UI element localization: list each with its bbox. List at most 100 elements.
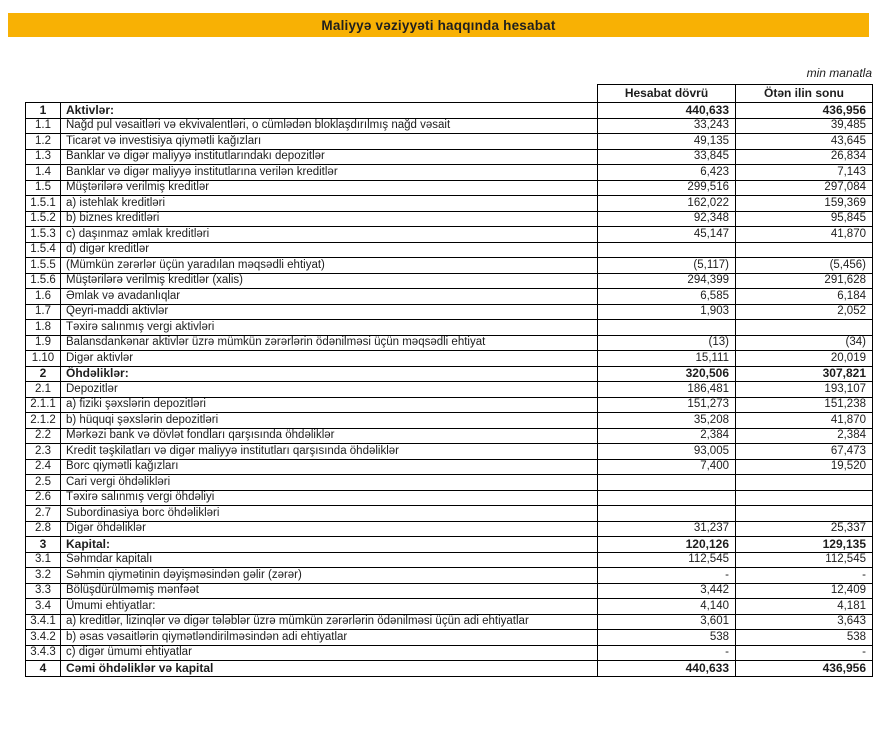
value-previous: 20,019: [735, 350, 873, 367]
value-previous: [735, 505, 873, 522]
value-previous: 3,643: [735, 613, 873, 630]
row-number: 1.5.1: [25, 195, 61, 212]
value-current: 2,384: [597, 427, 736, 444]
row-number: 2.1: [25, 381, 61, 398]
row-number: 3.4.3: [25, 644, 61, 661]
table-row: 2.5 Cari vergi öhdəlikləri: [25, 474, 873, 491]
row-number: 1.8: [25, 319, 61, 336]
row-number: 2: [25, 365, 61, 382]
value-previous: [735, 241, 873, 258]
value-previous: 129,135: [735, 536, 873, 553]
row-label: Bölüşdürülməmiş mənfəət: [60, 582, 598, 599]
table-row: 1.5.4 d) digər kreditlər: [25, 241, 873, 258]
value-current: 3,442: [597, 582, 736, 599]
table-body: 1 Aktivlər: 440,633 436,956 1.1 Nağd pul vəsa…: [25, 102, 873, 677]
table-row: 2.1.1 a) fiziki şəxslərin depozitləri 151,…: [25, 396, 873, 413]
row-label: d) digər kreditlər: [60, 241, 598, 258]
table-row: 3.4.2 b) əsas vəsaitlərin qiymətləndirilm…: [25, 629, 873, 646]
table-row: 1.2 Ticarət və investisiya qiymətli kağız…: [25, 133, 873, 150]
row-label: Digər aktivlər: [60, 350, 598, 367]
row-number: 3.4.2: [25, 629, 61, 646]
value-previous: 538: [735, 629, 873, 646]
table-row: 1.5.6 Müştərilərə verilmiş kreditlər (xal…: [25, 272, 873, 289]
row-number: 3.4: [25, 598, 61, 615]
row-number: 4: [25, 660, 61, 677]
col-header-previous-year-end: Ötən ilin sonu: [735, 84, 873, 103]
row-number: 1.9: [25, 334, 61, 351]
table-row: 1 Aktivlər: 440,633 436,956: [25, 102, 873, 119]
value-previous: 193,107: [735, 381, 873, 398]
row-label: Kredit təşkilatları və digər maliyyə ins…: [60, 443, 598, 460]
value-previous: 26,834: [735, 148, 873, 165]
value-previous: [735, 474, 873, 491]
value-current: 440,633: [597, 660, 736, 677]
col-header-current-period: Hesabat dövrü: [597, 84, 736, 103]
table-row: 1.6 Əmlak və avadanlıqlar 6,585 6,184: [25, 288, 873, 305]
row-label: Mərkəzi bank və dövlət fondları qarşısın…: [60, 427, 598, 444]
value-current: 15,111: [597, 350, 736, 367]
table-row: 3.3 Bölüşdürülməmiş mənfəət 3,442 12,409: [25, 582, 873, 599]
row-number: 1.5.5: [25, 257, 61, 274]
value-previous: 6,184: [735, 288, 873, 305]
value-current: 4,140: [597, 598, 736, 615]
table-row: 2 Öhdəliklər: 320,506 307,821: [25, 365, 873, 382]
row-number: 2.1.2: [25, 412, 61, 429]
row-label: b) biznes kreditləri: [60, 210, 598, 227]
row-label: a) kreditlər, lizinqlər və digər tələblə…: [60, 613, 598, 630]
table-row: 2.1 Depozitlər 186,481 193,107: [25, 381, 873, 398]
table-row: 2.6 Təxirə salınmış vergi öhdəliyi: [25, 489, 873, 506]
value-current: 120,126: [597, 536, 736, 553]
row-label: b) əsas vəsaitlərin qiymətləndirilməsind…: [60, 629, 598, 646]
row-label: a) fiziki şəxslərin depozitləri: [60, 396, 598, 413]
value-current: 7,400: [597, 458, 736, 475]
value-current: 92,348: [597, 210, 736, 227]
row-label: (Mümkün zərərlər üçün yaradılan məqsədli…: [60, 257, 598, 274]
value-current: 151,273: [597, 396, 736, 413]
row-number: 1.7: [25, 303, 61, 320]
value-current: [597, 319, 736, 336]
table-row: 1.5 Müştərilərə verilmiş kreditlər 299,516…: [25, 179, 873, 196]
row-label: Digər öhdəliklər: [60, 520, 598, 537]
row-label: Depozitlər: [60, 381, 598, 398]
row-label: c) daşınmaz əmlak kreditləri: [60, 226, 598, 243]
table-row: 3.2 Səhmin qiymətinin dəyişməsindən gəlir…: [25, 567, 873, 584]
value-current: 49,135: [597, 133, 736, 150]
value-previous: (34): [735, 334, 873, 351]
header-spacer: [26, 85, 598, 103]
row-number: 3.4.1: [25, 613, 61, 630]
row-number: 2.8: [25, 520, 61, 537]
value-previous: 2,052: [735, 303, 873, 320]
value-previous: [735, 319, 873, 336]
value-current: 6,423: [597, 164, 736, 181]
value-current: 33,845: [597, 148, 736, 165]
table-row: 1.1 Nağd pul vəsaitləri və ekvivalentləri…: [25, 117, 873, 134]
row-number: 2.6: [25, 489, 61, 506]
row-number: 1.5.2: [25, 210, 61, 227]
table-row: 2.3 Kredit təşkilatları və digər maliyyə …: [25, 443, 873, 460]
value-previous: 39,485: [735, 117, 873, 134]
row-label: Cəmi öhdəliklər və kapital: [60, 660, 598, 677]
value-current: 3,601: [597, 613, 736, 630]
value-previous: 95,845: [735, 210, 873, 227]
value-current: 538: [597, 629, 736, 646]
value-current: 1,903: [597, 303, 736, 320]
row-number: 1.5: [25, 179, 61, 196]
row-label: Təxirə salınmış vergi aktivləri: [60, 319, 598, 336]
value-previous: 41,870: [735, 412, 873, 429]
report-title: Maliyyə vəziyyəti haqqında hesabat: [321, 17, 556, 33]
value-previous: 112,545: [735, 551, 873, 568]
value-current: 440,633: [597, 102, 736, 119]
value-previous: 291,628: [735, 272, 873, 289]
table-row: 1.5.3 c) daşınmaz əmlak kreditləri 45,147 4…: [25, 226, 873, 243]
value-current: 299,516: [597, 179, 736, 196]
value-previous: -: [735, 644, 873, 661]
row-label: Ticarət və investisiya qiymətli kağızlar…: [60, 133, 598, 150]
row-number: 2.1.1: [25, 396, 61, 413]
table-row: 2.7 Subordinasiya borc öhdəlikləri: [25, 505, 873, 522]
value-previous: 19,520: [735, 458, 873, 475]
row-number: 2.4: [25, 458, 61, 475]
row-label: Cari vergi öhdəlikləri: [60, 474, 598, 491]
row-number: 3.3: [25, 582, 61, 599]
value-current: 186,481: [597, 381, 736, 398]
table-row: 3.4 Ümumi ehtiyatlar: 4,140 4,181: [25, 598, 873, 615]
